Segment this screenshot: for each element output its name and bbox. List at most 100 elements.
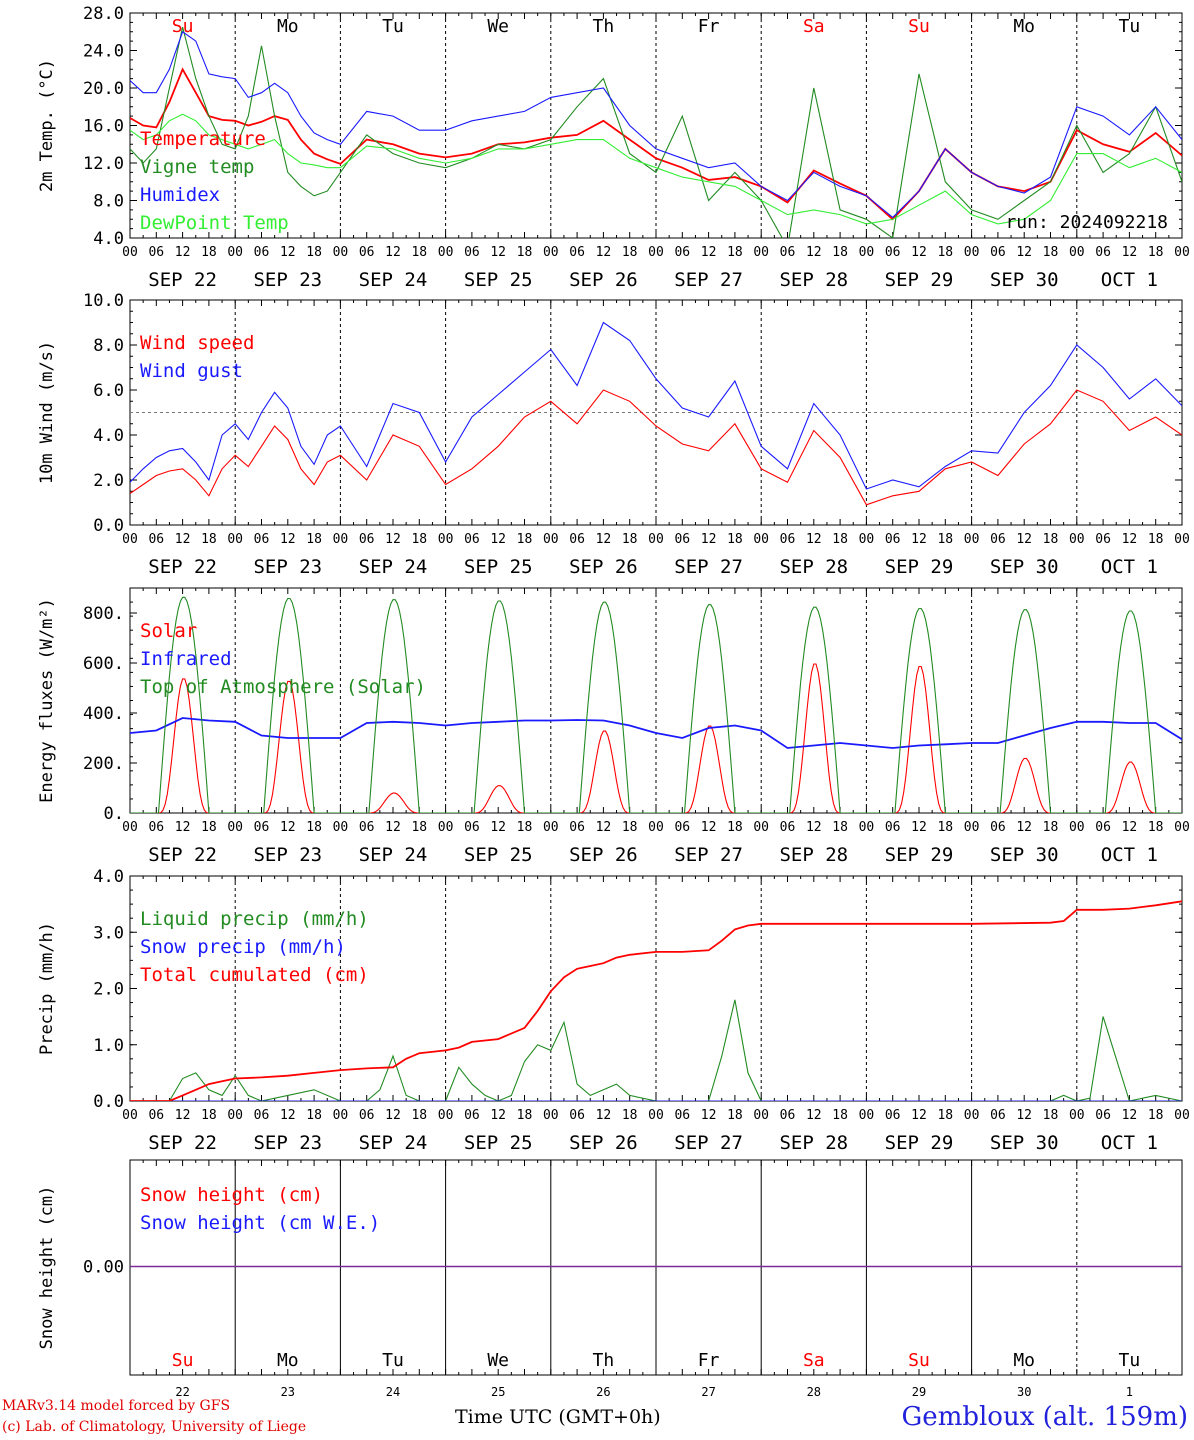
hour-label: 00 — [333, 532, 349, 547]
hour-label: 06 — [148, 1108, 164, 1123]
date-label: SEP 23 — [253, 844, 322, 866]
date-label: SEP 29 — [885, 556, 954, 578]
hour-label: 06 — [254, 1108, 270, 1123]
y-tick-label: 3.0 — [93, 923, 124, 943]
series-line-infrared — [130, 717, 1182, 749]
date-label: SEP 24 — [359, 1132, 428, 1154]
day-label: Th — [593, 1350, 615, 1371]
date-label: SEP 27 — [674, 1132, 743, 1154]
hour-label: 00 — [438, 1108, 454, 1123]
hour-label: 18 — [1148, 532, 1164, 547]
hour-label: 00 — [859, 820, 875, 835]
day-number: 27 — [701, 1385, 715, 1399]
hour-label: 06 — [885, 532, 901, 547]
hour-label: 18 — [832, 245, 848, 260]
date-label: OCT 1 — [1101, 1132, 1158, 1154]
hour-label: 18 — [622, 245, 638, 260]
series-line-top-of-atmosphere-solar- — [130, 596, 1182, 813]
hour-label: 06 — [254, 532, 270, 547]
hour-label: 12 — [911, 245, 927, 260]
hour-label: 00 — [1069, 820, 1085, 835]
hour-label: 06 — [148, 245, 164, 260]
hour-label: 12 — [806, 245, 822, 260]
day-label: Mo — [1013, 16, 1035, 37]
panel-energy: 0. 200. 400. 600. 800. Energy fluxes (W/m²) 00… — [37, 587, 1190, 866]
panel-snow: 0.00 Snow height (cm) Su Mo Tu We Th Fr Sa Su Mo Tu… — [37, 1159, 1183, 1399]
hour-label: 18 — [937, 532, 953, 547]
y-axis-label: Snow height (cm) — [37, 1186, 57, 1350]
day-label: Mo — [277, 16, 299, 37]
date-label: SEP 29 — [885, 844, 954, 866]
y-axis-label: 2m Temp. (°C) — [37, 59, 57, 192]
hour-label: 12 — [1122, 1108, 1138, 1123]
series-line-wind-speed — [130, 389, 1182, 506]
hour-label: 18 — [937, 820, 953, 835]
day-number: 25 — [491, 1385, 505, 1399]
y-tick-label: 12.0 — [83, 154, 124, 174]
y-tick-label: 2.0 — [93, 980, 124, 1000]
day-label: Mo — [1013, 1350, 1035, 1371]
hour-label: 12 — [596, 532, 612, 547]
hour-label: 06 — [885, 820, 901, 835]
y-tick-label: 10.0 — [83, 291, 124, 311]
hour-label: 12 — [911, 1108, 927, 1123]
y-tick-label: 4.0 — [93, 229, 124, 249]
hour-label: 18 — [201, 245, 217, 260]
legend-entry: Snow height (cm W.E.) — [140, 1212, 380, 1234]
hour-label: 00 — [753, 1108, 769, 1123]
y-tick-label: 4.0 — [93, 867, 124, 887]
panel-frame — [129, 587, 1183, 814]
hour-label: 18 — [517, 820, 533, 835]
date-label: SEP 28 — [779, 1132, 848, 1154]
hour-label: 00 — [1069, 1108, 1085, 1123]
date-label: SEP 30 — [990, 269, 1059, 291]
hour-label: 06 — [1095, 532, 1111, 547]
hour-label: 12 — [280, 820, 296, 835]
date-label: SEP 25 — [464, 269, 533, 291]
date-label: SEP 26 — [569, 556, 638, 578]
hour-label: 12 — [911, 532, 927, 547]
hour-label: 06 — [569, 1108, 585, 1123]
series-line-wind-gust — [130, 321, 1182, 490]
hour-label: 00 — [753, 820, 769, 835]
y-tick-label: 16.0 — [83, 117, 124, 137]
day-label: Mo — [277, 1350, 299, 1371]
hour-label: 00 — [648, 245, 664, 260]
series-group — [130, 900, 1182, 1101]
hour-label: 06 — [464, 1108, 480, 1123]
date-label: OCT 1 — [1101, 844, 1158, 866]
hour-label: 12 — [280, 245, 296, 260]
hour-label: 06 — [1095, 820, 1111, 835]
day-number: 24 — [386, 1385, 400, 1399]
date-label: SEP 26 — [569, 269, 638, 291]
hour-label: 12 — [385, 1108, 401, 1123]
hour-label: 06 — [990, 245, 1006, 260]
day-label: Th — [593, 16, 615, 37]
day-number: 23 — [281, 1385, 295, 1399]
y-tick-label: 0.00 — [83, 1258, 124, 1278]
series-line-liquid-precip-mm-h- — [130, 999, 1182, 1101]
hour-label: 00 — [648, 820, 664, 835]
series-group — [130, 321, 1182, 506]
hour-label: 00 — [964, 820, 980, 835]
y-tick-label: 20.0 — [83, 79, 124, 99]
series-line-humidex — [130, 30, 1182, 219]
hour-label: 00 — [122, 532, 138, 547]
hour-label: 18 — [517, 245, 533, 260]
hour-label: 00 — [1174, 820, 1190, 835]
hour-label: 00 — [1069, 532, 1085, 547]
hour-label: 12 — [1016, 820, 1032, 835]
hour-label: 06 — [569, 245, 585, 260]
series-line-solar — [130, 663, 1182, 813]
hour-label: 00 — [122, 245, 138, 260]
y-tick-label: 800. — [83, 604, 124, 624]
hour-label: 12 — [596, 245, 612, 260]
hour-label: 12 — [1016, 245, 1032, 260]
date-label: SEP 25 — [464, 844, 533, 866]
hour-label: 12 — [911, 820, 927, 835]
date-label: SEP 25 — [464, 1132, 533, 1154]
date-label: OCT 1 — [1101, 269, 1158, 291]
hour-label: 00 — [227, 820, 243, 835]
panel-wind: 0.0 2.0 4.0 6.0 8.0 10.0 10m Wind (m/s) 00 06 12 1… — [37, 291, 1190, 578]
